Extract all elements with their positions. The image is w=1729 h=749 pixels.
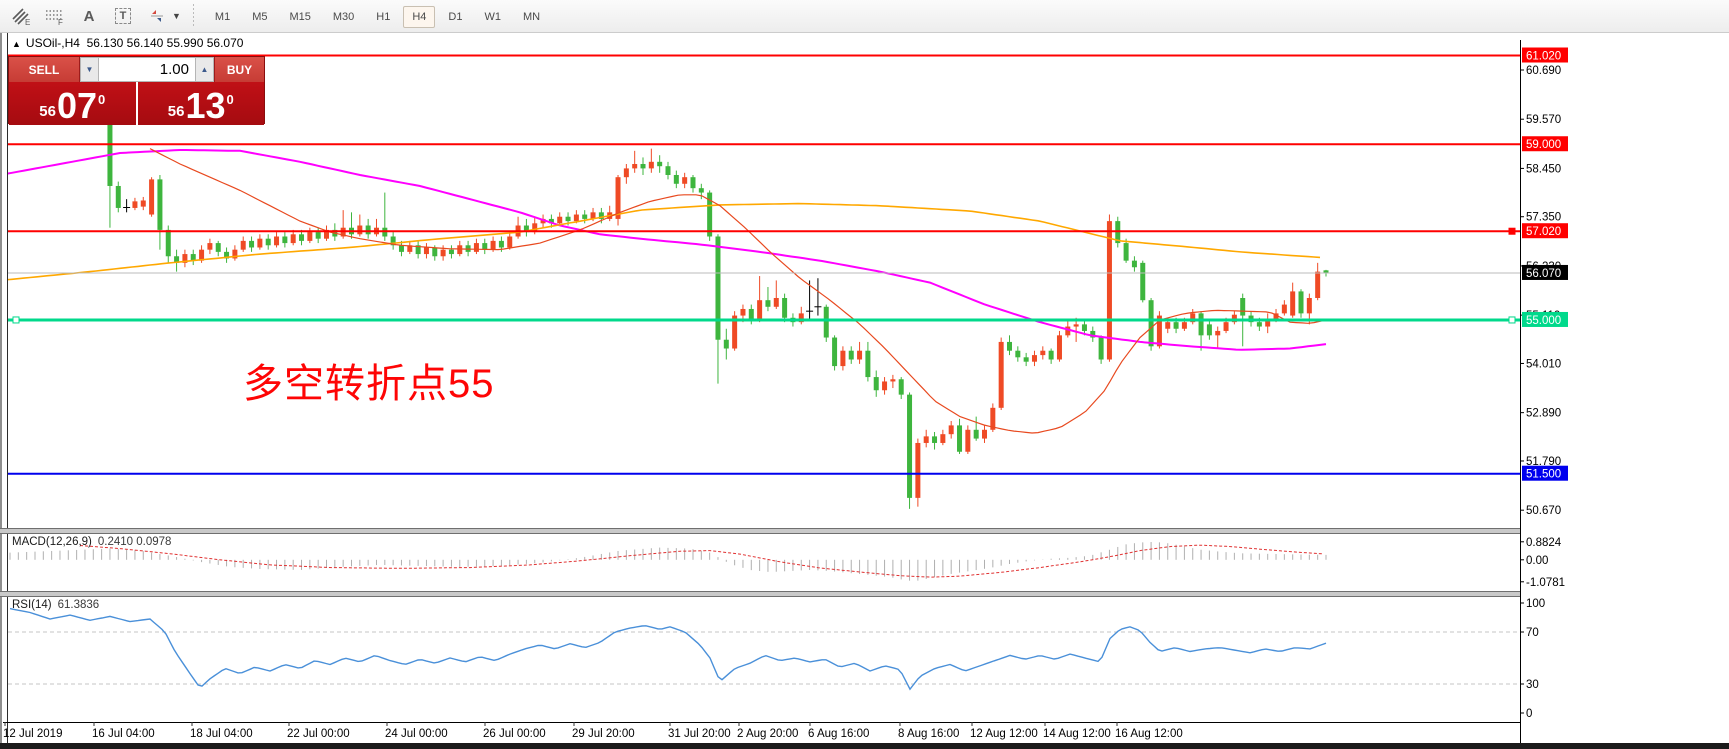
price-tick-label: 51.790 [1526,456,1561,468]
time-axis-label: 14 Aug 12:00 [1043,728,1111,740]
timeframe-button-m30[interactable]: M30 [332,11,355,23]
macd-indicator-label: MACD(12,26,9) 0.2410 0.0978 [12,536,172,548]
text-label-icon[interactable]: A [83,7,95,25]
macd-pane [9,542,1327,581]
svg-text:F: F [58,18,63,26]
buy-price-small: 56 [167,103,185,120]
timeframe-button-mn[interactable]: MN [522,11,541,23]
time-axis-label: 6 Aug 16:00 [808,728,869,740]
chart-window: 60.69059.57058.45057.35056.23055.11054.0… [0,33,1729,749]
time-axis-label: 8 Aug 16:00 [898,728,959,740]
timeframe-button-m5[interactable]: M5 [252,11,268,23]
top-toolbar: E F A T ▼ M1 M5 M15 M30 H1 H4 D1 W1 MN [0,0,1729,33]
sell-price-button[interactable]: 56 07 0 [9,82,138,125]
sell-button[interactable]: SELL [9,57,80,82]
chart-ohlc: 56.130 56.140 55.990 56.070 [86,36,244,50]
rsi-axis-label: 100 [1526,598,1545,610]
text-box-icon[interactable]: T [110,4,136,28]
pane-splitter[interactable] [0,528,1729,534]
chevron-down-icon[interactable]: ▼ [172,11,181,21]
sell-price-big: 07 [56,85,97,126]
svg-text:57.020: 57.020 [1526,226,1561,238]
timeframe-button-m15[interactable]: M15 [289,11,311,23]
rsi-axis-label: 30 [1526,679,1539,691]
chart-canvas[interactable]: 60.69059.57058.45057.35056.23055.11054.0… [0,33,1729,749]
time-axis-label: 12 Jul 2019 [3,728,62,740]
price-tick-label: 59.570 [1526,114,1561,126]
time-axis-label: 24 Jul 00:00 [385,728,448,740]
buy-button[interactable]: BUY [214,57,264,82]
time-axis-label: 22 Jul 00:00 [287,728,350,740]
macd-axis-label: -1.0781 [1526,577,1565,589]
macd-axis-label: 0.8824 [1526,537,1562,549]
bottom-bar [0,743,1729,749]
price-tick-label: 57.350 [1526,212,1561,224]
indicators-icon[interactable]: E [8,4,34,28]
timeframe-button-d1[interactable]: D1 [448,11,463,23]
price-tick-label: 54.010 [1526,358,1561,370]
timeframe-button-h1[interactable]: H1 [376,11,391,23]
svg-text:55.000: 55.000 [1526,315,1561,327]
toolbar-separator [192,4,194,28]
timeframe-button-w1[interactable]: W1 [484,11,501,23]
macd-axis-label: 0.00 [1526,555,1548,567]
svg-text:56.070: 56.070 [1526,268,1561,280]
price-badge-55.000 [1522,311,1568,327]
time-axis-label: 31 Jul 20:00 [668,728,731,740]
time-axis-label: 2 Aug 20:00 [737,728,798,740]
timeframe-button-h4[interactable]: H4 [403,6,436,28]
time-axis-label: 16 Jul 04:00 [92,728,155,740]
sell-price-small: 56 [39,103,56,120]
time-axis-label: 16 Aug 12:00 [1115,728,1183,740]
price-tick-label: 58.450 [1526,163,1561,175]
grid-icon[interactable]: F [42,4,68,28]
time-axis-label: 26 Jul 00:00 [483,728,546,740]
time-axis-label: 29 Jul 20:00 [572,728,635,740]
timeframe-group: M1 M5 M15 M30 H1 H4 D1 W1 MN [204,6,551,28]
one-click-trading-panel: SELL ▼ ▲ BUY 56 07 0 56 13 0 [8,56,265,126]
buy-price-button[interactable]: 56 13 0 [137,82,264,126]
pane-splitter[interactable] [0,591,1729,597]
rsi-line [9,607,1327,691]
svg-text:51.500: 51.500 [1526,469,1561,481]
main-price-pane [8,82,1329,509]
price-badge-57.020 [1522,223,1568,239]
rsi-axis-label: 70 [1526,627,1539,639]
chart-symbol: USOil-,H4 [25,36,80,50]
price-badge-51.500 [1522,465,1568,481]
price-badge-59.000 [1522,136,1568,152]
ma-slow-magenta [8,149,1327,351]
volume-input[interactable] [99,57,195,82]
timeframe-button-m1[interactable]: M1 [214,11,231,23]
rsi-indicator-label: RSI(14) 61.3836 [12,599,100,611]
volume-increase-button[interactable]: ▲ [195,57,214,82]
buy-price-sup: 0 [226,92,234,107]
price-badge-61.020 [1522,47,1568,63]
macd-signal-line [79,544,1323,578]
ma-mid-orange [8,202,1321,281]
price-tick-label: 52.890 [1526,408,1561,420]
svg-text:59.000: 59.000 [1526,139,1561,151]
volume-decrease-button[interactable]: ▼ [80,57,99,82]
ma-fast-red [149,148,1327,434]
time-axis-label: 12 Aug 12:00 [970,728,1038,740]
collapse-triangle-icon[interactable]: ▲ [12,39,21,49]
sell-price-sup: 0 [98,92,106,107]
arrows-style-icon[interactable] [144,4,170,28]
rsi-axis-label: 0 [1526,708,1532,720]
svg-text:E: E [25,18,30,26]
time-axis-label: 18 Jul 04:00 [190,728,253,740]
chart-title: ▲ USOil-,H4 56.130 56.140 55.990 56.070 [12,36,243,50]
current-price-badge [1522,264,1568,280]
chart-text-annotation: 多空转折点55 [243,362,495,406]
svg-text:61.020: 61.020 [1526,51,1561,63]
buy-price-big: 13 [185,85,226,126]
price-tick-label: 50.670 [1526,505,1561,517]
price-tick-label: 60.690 [1526,65,1561,77]
